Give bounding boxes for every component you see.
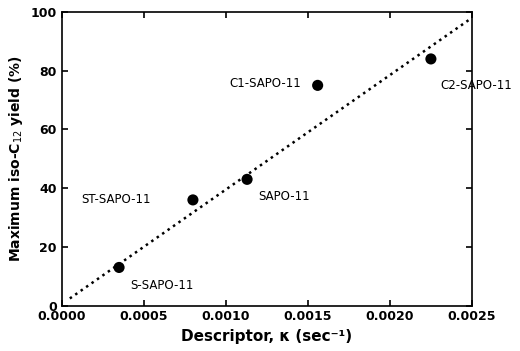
Point xyxy=(115,265,123,270)
Text: C1-SAPO-11: C1-SAPO-11 xyxy=(229,78,301,91)
Point xyxy=(189,197,197,203)
Y-axis label: Maximum iso-C$_{12}$ yield (%): Maximum iso-C$_{12}$ yield (%) xyxy=(7,55,25,262)
Text: S-SAPO-11: S-SAPO-11 xyxy=(131,279,194,292)
X-axis label: Descriptor, κ (sec⁻¹): Descriptor, κ (sec⁻¹) xyxy=(181,329,353,344)
Point xyxy=(243,177,251,182)
Text: ST-SAPO-11: ST-SAPO-11 xyxy=(81,193,151,206)
Point xyxy=(314,82,322,88)
Point xyxy=(427,56,435,62)
Text: C2-SAPO-11: C2-SAPO-11 xyxy=(441,79,513,92)
Text: SAPO-11: SAPO-11 xyxy=(258,191,310,204)
